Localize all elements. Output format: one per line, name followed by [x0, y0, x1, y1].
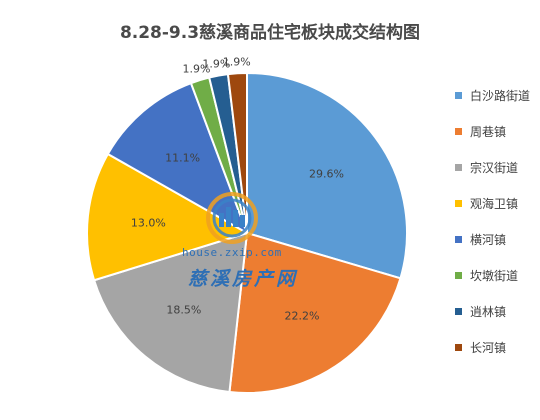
legend-swatch — [455, 343, 462, 351]
legend-label: 宗汉街道 — [470, 160, 519, 175]
legend-swatch — [455, 163, 462, 171]
pie-slice-3 — [86, 152, 250, 282]
legend-item-2: 宗汉街道 — [455, 158, 530, 176]
legend-item-0: 白沙路街道 — [455, 86, 530, 104]
legend: 白沙路街道周巷镇宗汉街道观海卫镇横河镇坎墩街道逍林镇长河镇 — [455, 86, 530, 374]
value-label-1: 22.2% — [284, 310, 319, 323]
value-label-3: 13.0% — [131, 216, 166, 229]
watermark-url: house.zxip.com — [182, 246, 282, 259]
value-label-0: 29.6% — [309, 168, 344, 181]
legend-swatch — [455, 307, 462, 315]
legend-item-4: 横河镇 — [455, 230, 530, 248]
house-logo-icon — [206, 192, 258, 244]
legend-label: 坎墩街道 — [470, 268, 519, 283]
legend-label: 横河镇 — [470, 232, 507, 247]
legend-label: 长河镇 — [470, 340, 507, 355]
pie-slice-7 — [226, 71, 248, 234]
value-label-6: 1.9% — [202, 58, 230, 71]
legend-swatch — [455, 91, 462, 99]
legend-label: 白沙路街道 — [470, 88, 531, 103]
legend-swatch — [455, 127, 462, 135]
pie-slice-2 — [92, 231, 249, 394]
watermark-name: 慈溪房产网 — [188, 268, 299, 290]
value-label-2: 18.5% — [166, 303, 201, 316]
legend-item-3: 观海卫镇 — [455, 194, 530, 212]
pie-slice-1 — [228, 231, 402, 394]
legend-item-5: 坎墩街道 — [455, 266, 530, 284]
legend-label: 逍林镇 — [470, 304, 507, 319]
legend-item-1: 周巷镇 — [455, 122, 530, 140]
legend-label: 周巷镇 — [470, 124, 507, 139]
value-label-5: 1.9% — [182, 63, 210, 76]
chart-title: 8.28-9.3慈溪商品住宅板块成交结构图 — [119, 23, 421, 43]
value-label-7: 1.9% — [223, 55, 251, 68]
pie-slice-4 — [106, 81, 249, 236]
legend-label: 观海卫镇 — [470, 196, 519, 211]
legend-swatch — [455, 271, 462, 279]
value-label-4: 11.1% — [165, 152, 200, 165]
pie-slice-0 — [246, 71, 408, 280]
legend-swatch — [455, 235, 462, 243]
legend-swatch — [455, 199, 462, 207]
legend-item-7: 长河镇 — [455, 338, 530, 356]
legend-item-6: 逍林镇 — [455, 302, 530, 320]
